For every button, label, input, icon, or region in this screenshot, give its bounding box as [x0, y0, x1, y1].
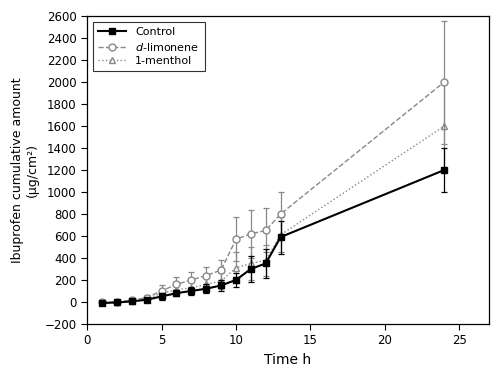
Legend: Control, $d$-limonene, 1-menthol: Control, $d$-limonene, 1-menthol — [93, 22, 204, 71]
X-axis label: Time h: Time h — [264, 353, 312, 367]
Y-axis label: Ibuprofen cumulative amount
(μg/cm²): Ibuprofen cumulative amount (μg/cm²) — [11, 77, 39, 263]
